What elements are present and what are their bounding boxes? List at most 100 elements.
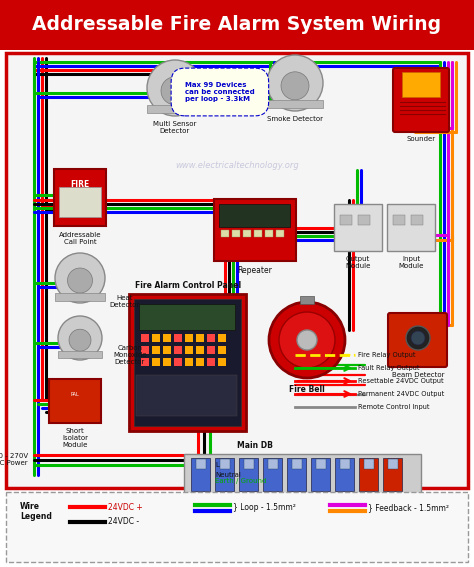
- Bar: [358, 215, 370, 225]
- Bar: [207, 358, 215, 366]
- Bar: [243, 230, 251, 237]
- Circle shape: [147, 60, 203, 116]
- Bar: [141, 358, 149, 366]
- Bar: [0, 0, 474, 50]
- Bar: [316, 459, 326, 469]
- Text: Fire Alarm Control Panel: Fire Alarm Control Panel: [135, 281, 241, 290]
- FancyBboxPatch shape: [184, 454, 421, 496]
- Text: } Feedback - 1.5mm²: } Feedback - 1.5mm²: [368, 503, 449, 513]
- Text: Addressable Fire Alarm System Wiring: Addressable Fire Alarm System Wiring: [32, 15, 442, 35]
- FancyBboxPatch shape: [359, 458, 379, 490]
- FancyBboxPatch shape: [137, 374, 237, 416]
- Text: Permanent 24VDC Output: Permanent 24VDC Output: [358, 391, 444, 397]
- Circle shape: [267, 55, 323, 111]
- Bar: [364, 459, 374, 469]
- Bar: [174, 358, 182, 366]
- Bar: [141, 334, 149, 342]
- Bar: [268, 459, 278, 469]
- Bar: [185, 334, 193, 342]
- FancyBboxPatch shape: [214, 199, 296, 261]
- Bar: [218, 358, 226, 366]
- Circle shape: [55, 253, 105, 303]
- Text: L: L: [215, 462, 219, 468]
- Bar: [276, 230, 284, 237]
- Text: Fire Bell: Fire Bell: [289, 385, 325, 394]
- Bar: [411, 215, 423, 225]
- FancyBboxPatch shape: [134, 299, 241, 426]
- Bar: [185, 358, 193, 366]
- Text: 24VDC -: 24VDC -: [108, 518, 139, 527]
- FancyBboxPatch shape: [264, 458, 283, 490]
- Circle shape: [411, 331, 425, 345]
- Bar: [152, 358, 160, 366]
- Text: Heat
Detector: Heat Detector: [110, 295, 140, 308]
- Circle shape: [281, 72, 309, 100]
- Bar: [393, 215, 405, 225]
- Bar: [55, 293, 105, 301]
- Bar: [218, 346, 226, 354]
- FancyBboxPatch shape: [191, 458, 210, 490]
- Text: Beam Detector: Beam Detector: [392, 372, 444, 378]
- Bar: [196, 346, 204, 354]
- Circle shape: [161, 77, 189, 105]
- Bar: [163, 334, 171, 342]
- Bar: [300, 296, 314, 304]
- Text: Input
Module: Input Module: [398, 256, 424, 269]
- Bar: [152, 334, 160, 342]
- Bar: [244, 459, 254, 469]
- Circle shape: [67, 268, 92, 293]
- Text: Max 99 Devices
can be connected
per loop - 3.3kM: Max 99 Devices can be connected per loop…: [185, 82, 255, 102]
- Text: Fault Relay Output: Fault Relay Output: [358, 365, 419, 371]
- Text: Main DB: Main DB: [237, 441, 273, 450]
- Bar: [196, 358, 204, 366]
- Text: Resettable 24VDC Output: Resettable 24VDC Output: [358, 378, 444, 384]
- Text: 24VDC +: 24VDC +: [108, 502, 143, 511]
- FancyBboxPatch shape: [6, 492, 468, 562]
- Bar: [254, 230, 262, 237]
- Bar: [174, 346, 182, 354]
- Bar: [141, 346, 149, 354]
- Text: Repeater: Repeater: [237, 266, 273, 275]
- Bar: [220, 459, 230, 469]
- Circle shape: [58, 316, 102, 360]
- Bar: [163, 346, 171, 354]
- FancyBboxPatch shape: [388, 313, 447, 367]
- FancyBboxPatch shape: [288, 458, 307, 490]
- FancyBboxPatch shape: [54, 169, 106, 226]
- Bar: [163, 358, 171, 366]
- Text: } Loop - 1.5mm²: } Loop - 1.5mm²: [233, 503, 296, 513]
- FancyBboxPatch shape: [139, 303, 236, 329]
- FancyBboxPatch shape: [216, 458, 235, 490]
- FancyBboxPatch shape: [49, 379, 101, 423]
- Circle shape: [279, 312, 335, 368]
- Text: www.electricaltechnology.org: www.electricaltechnology.org: [175, 160, 299, 170]
- Text: Remote Control Input: Remote Control Input: [358, 404, 429, 410]
- Bar: [174, 334, 182, 342]
- Text: Smoke Detector: Smoke Detector: [267, 116, 323, 122]
- FancyBboxPatch shape: [387, 204, 435, 251]
- Bar: [232, 230, 240, 237]
- FancyBboxPatch shape: [129, 294, 246, 431]
- Circle shape: [69, 329, 91, 351]
- Bar: [218, 334, 226, 342]
- Bar: [221, 230, 229, 237]
- Bar: [152, 346, 160, 354]
- FancyBboxPatch shape: [336, 458, 355, 490]
- Bar: [207, 346, 215, 354]
- Text: FIRE: FIRE: [70, 180, 90, 189]
- Bar: [340, 459, 350, 469]
- Bar: [58, 351, 102, 358]
- Circle shape: [297, 330, 317, 350]
- FancyBboxPatch shape: [239, 458, 258, 490]
- Text: Short
Isolator
Module: Short Isolator Module: [62, 428, 88, 448]
- Text: Wire
Legend: Wire Legend: [20, 502, 52, 522]
- FancyBboxPatch shape: [383, 458, 402, 490]
- Text: Addressable
Call Point: Addressable Call Point: [59, 232, 101, 245]
- Bar: [185, 346, 193, 354]
- FancyBboxPatch shape: [59, 187, 101, 217]
- Text: Carbon
Monoxide
Detector: Carbon Monoxide Detector: [113, 345, 147, 365]
- Bar: [207, 334, 215, 342]
- Bar: [292, 459, 302, 469]
- Text: Earth / Ground: Earth / Ground: [215, 478, 266, 484]
- Bar: [265, 230, 273, 237]
